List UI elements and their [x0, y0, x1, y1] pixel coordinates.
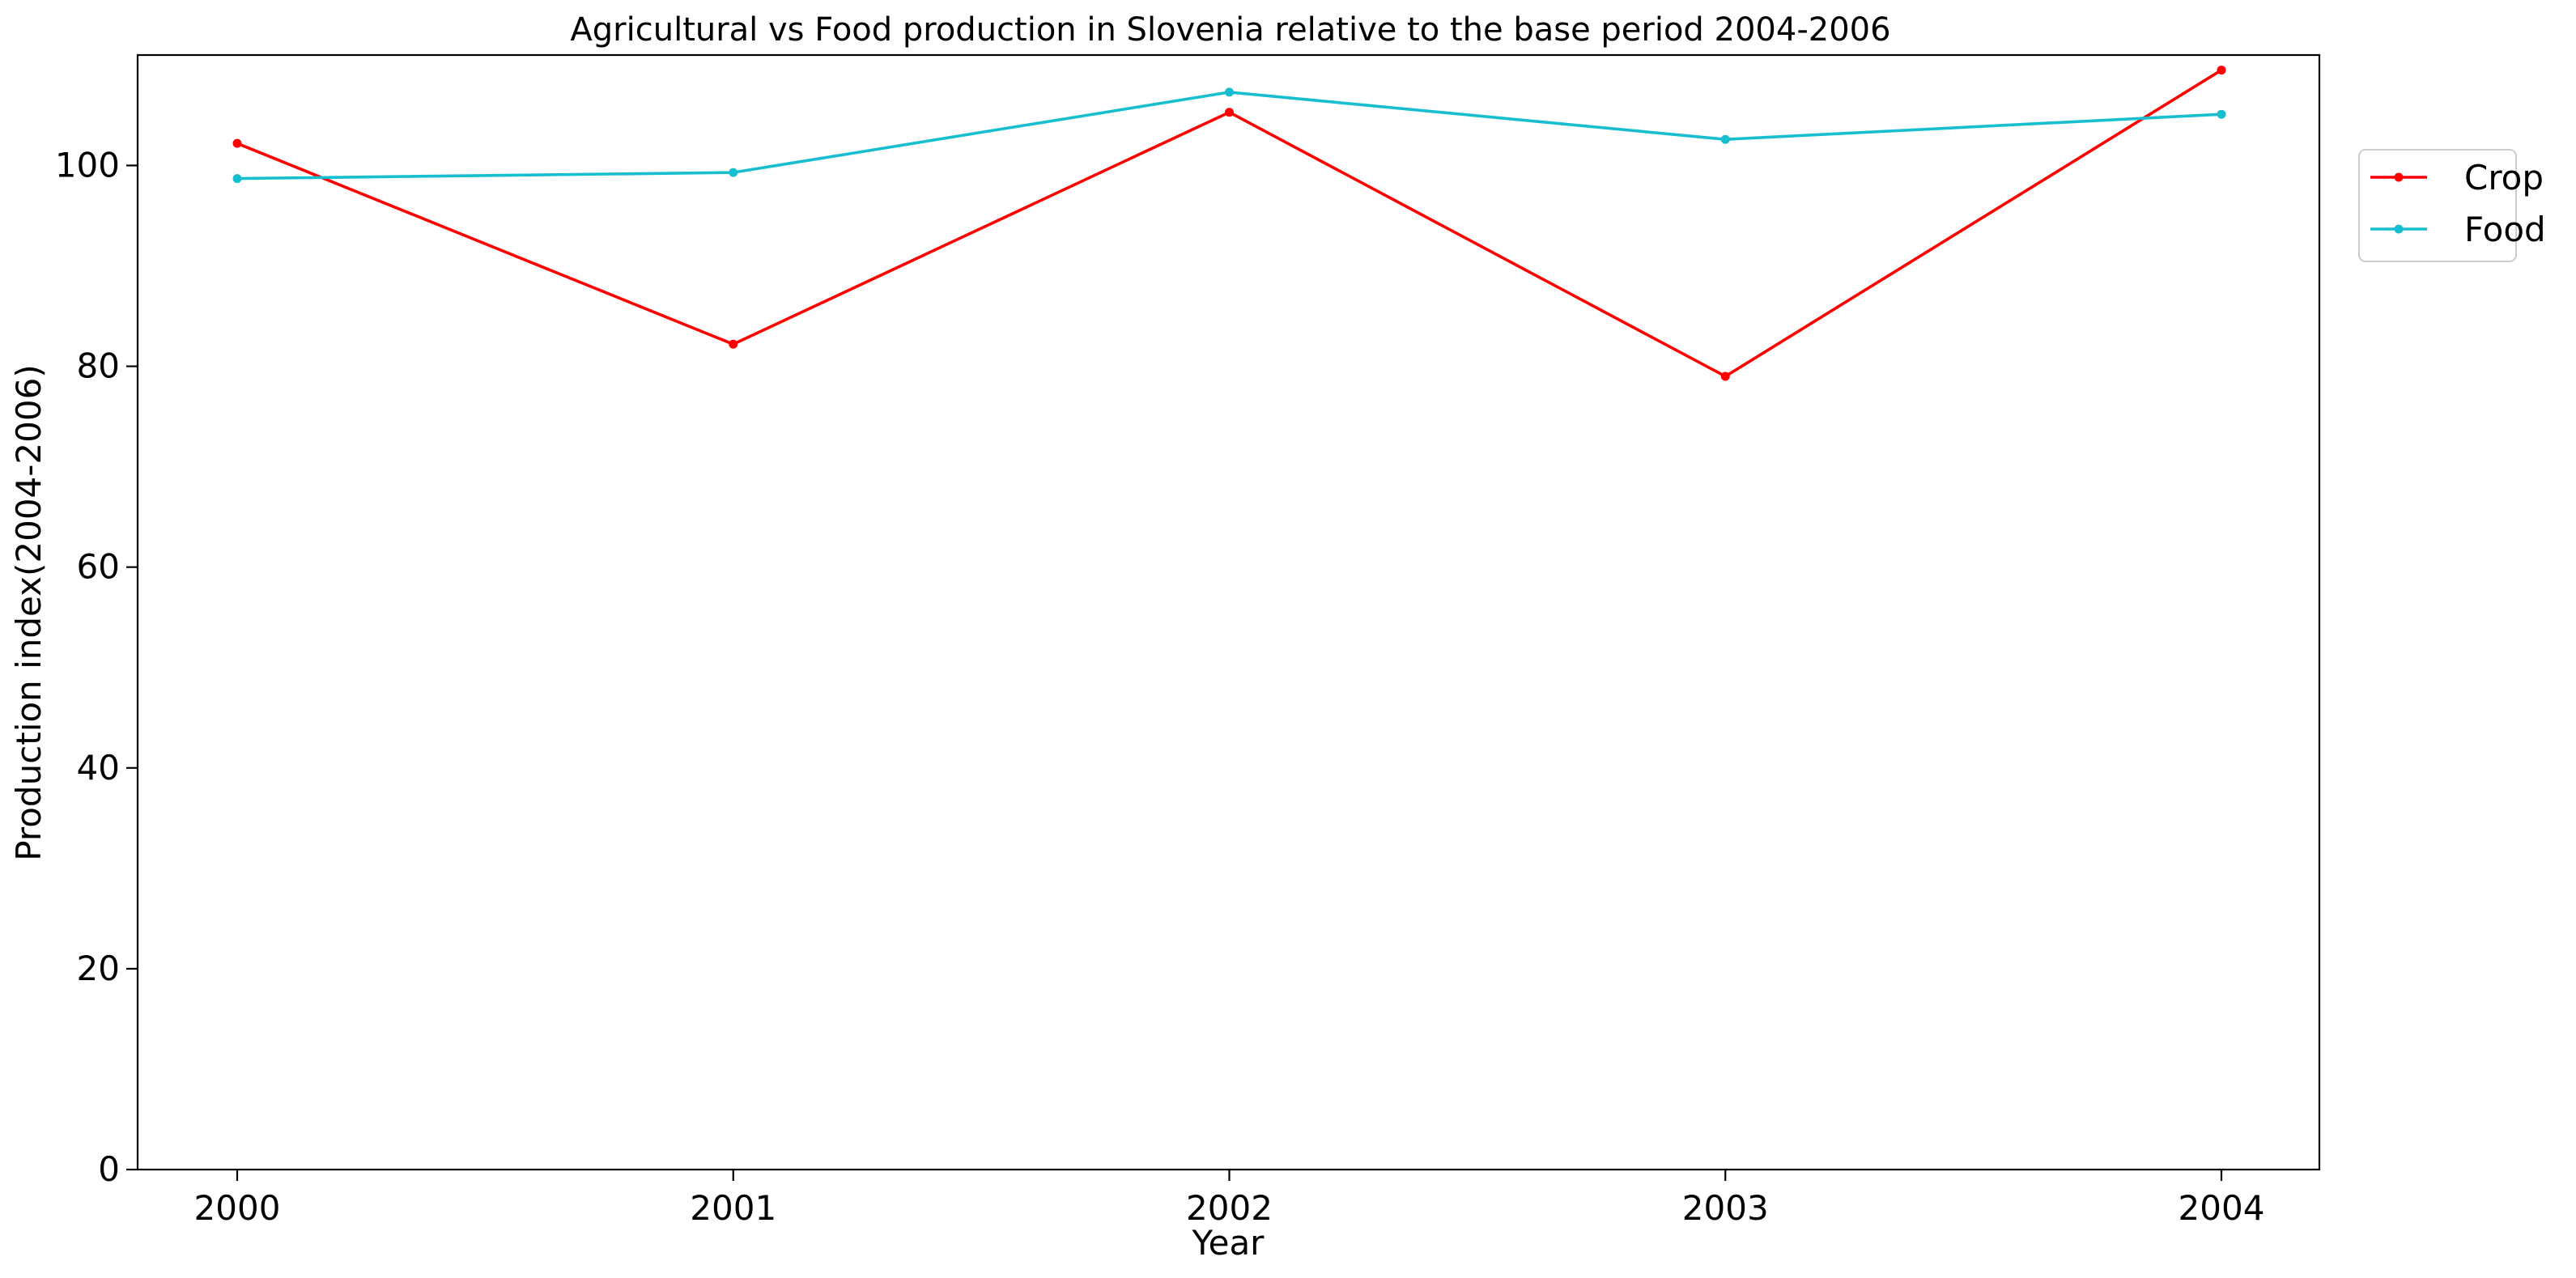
- chart-title: Agricultural vs Food production in Slove…: [570, 11, 1890, 49]
- x-tick-label: 2002: [1186, 1188, 1273, 1228]
- data-point-food: [729, 168, 738, 177]
- x-tick-label: 2000: [194, 1188, 281, 1228]
- data-point-food: [2217, 109, 2226, 119]
- legend: Crop Food: [2358, 149, 2546, 262]
- data-point-food: [1720, 134, 1730, 144]
- series-food: [232, 87, 2226, 184]
- x-axis-ticks: 2000 2001 2002 2003 2004: [194, 1170, 2265, 1228]
- data-point-crop: [232, 138, 242, 148]
- data-point-food: [1225, 87, 1234, 97]
- legend-item-crop: Crop: [2370, 158, 2544, 197]
- x-tick-label: 2001: [690, 1188, 776, 1228]
- y-tick-label: 40: [77, 748, 120, 788]
- y-tick-label: 0: [98, 1149, 120, 1189]
- data-point-crop: [2217, 66, 2226, 75]
- series-crop: [232, 66, 2226, 381]
- plot-area: 0 20 40 60 80 100 2000 2001 2002 2003 2004: [55, 53, 2321, 1228]
- series-layer: [232, 66, 2226, 381]
- legend-item-food: Food: [2370, 210, 2546, 249]
- legend-items: Crop Food: [2370, 158, 2546, 249]
- data-point-food: [232, 174, 242, 184]
- y-tick-label: 80: [77, 346, 120, 386]
- legend-label-food: Food: [2464, 210, 2546, 249]
- data-point-crop: [1225, 108, 1234, 117]
- legend-marker-crop: [2394, 172, 2404, 182]
- y-tick-label: 60: [77, 547, 120, 587]
- y-tick-label: 20: [77, 949, 120, 988]
- legend-marker-food: [2394, 224, 2404, 234]
- y-axis-label: Production index(2004-2006): [9, 364, 49, 860]
- axes-frame: [136, 53, 2321, 1171]
- y-axis-ticks: 0 20 40 60 80 100: [55, 145, 138, 1189]
- x-tick-label: 2003: [1682, 1188, 1769, 1228]
- series-line-food: [236, 91, 2223, 180]
- data-point-crop: [1720, 372, 1730, 381]
- x-axis-label: Year: [1192, 1223, 1265, 1263]
- y-tick-label: 100: [55, 145, 120, 185]
- x-tick-label: 2004: [2179, 1188, 2265, 1228]
- legend-label-crop: Crop: [2464, 158, 2544, 197]
- data-point-crop: [729, 339, 738, 349]
